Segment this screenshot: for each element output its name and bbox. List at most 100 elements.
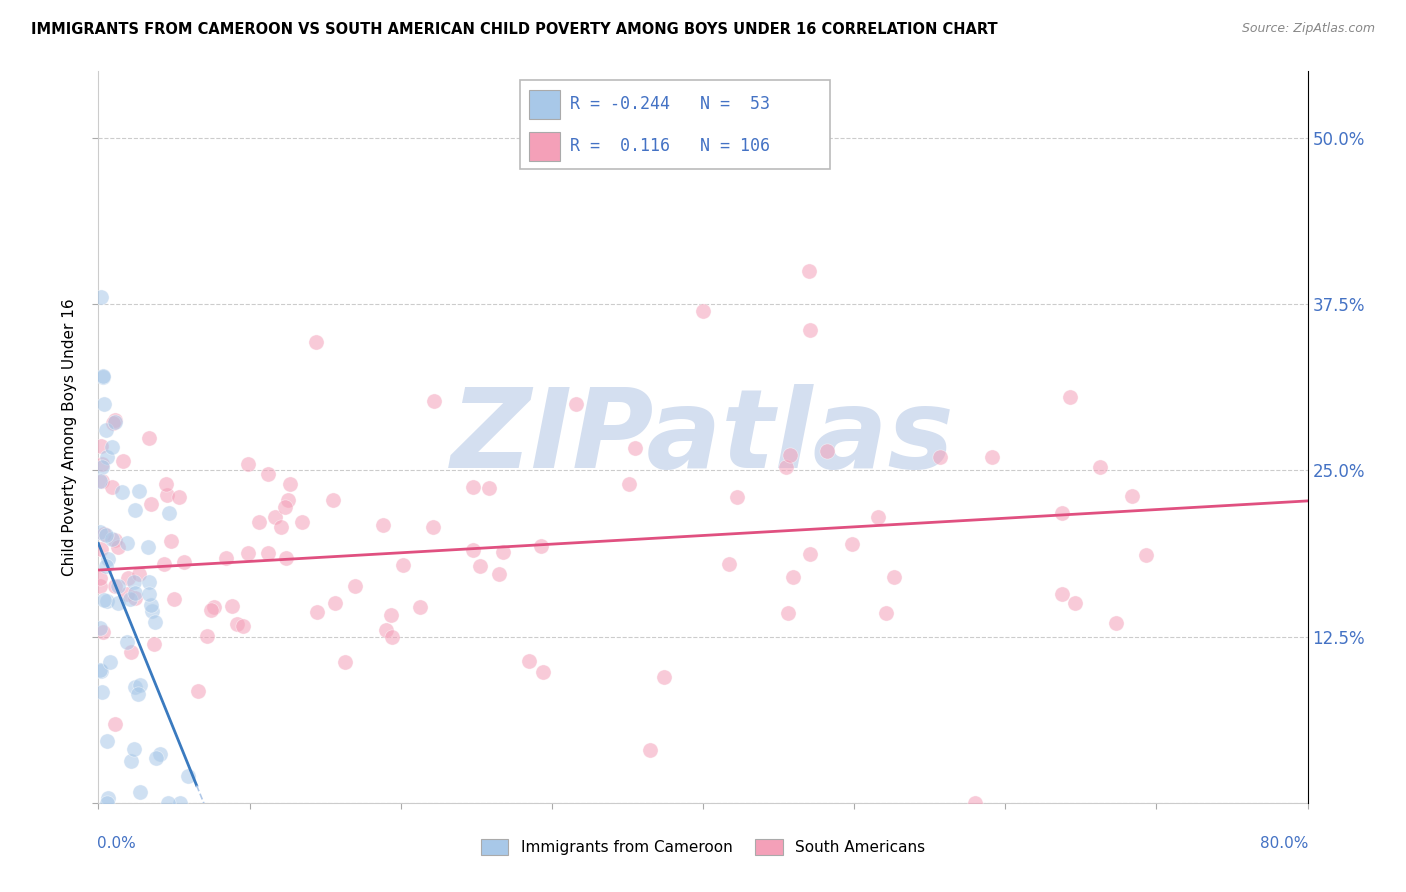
Point xyxy=(492,545,515,559)
Point xyxy=(461,542,484,557)
Point xyxy=(274,551,297,566)
Point xyxy=(531,665,554,680)
Point xyxy=(90,664,112,678)
Point xyxy=(96,796,118,810)
Point xyxy=(107,540,129,554)
Point xyxy=(117,571,139,585)
Point xyxy=(232,618,254,632)
Point xyxy=(517,655,540,669)
Point xyxy=(799,323,821,337)
Point xyxy=(138,431,160,445)
Point xyxy=(104,579,127,593)
Point xyxy=(96,594,118,608)
Point xyxy=(104,717,127,731)
Point xyxy=(91,370,114,384)
Point xyxy=(145,750,167,764)
Point xyxy=(274,500,297,515)
Point xyxy=(89,622,111,636)
Point xyxy=(124,586,146,600)
Point xyxy=(322,492,344,507)
Point xyxy=(94,528,117,542)
Point xyxy=(291,515,314,529)
Point xyxy=(815,443,838,458)
Point xyxy=(117,536,139,550)
Point xyxy=(111,485,134,500)
Point xyxy=(1063,597,1085,611)
Point xyxy=(139,598,162,612)
Point xyxy=(143,637,166,651)
Point xyxy=(478,481,501,495)
Point xyxy=(90,685,112,699)
Point xyxy=(782,570,804,584)
Legend: Immigrants from Cameroon, South Americans: Immigrants from Cameroon, South American… xyxy=(475,833,931,861)
Point xyxy=(96,734,118,748)
Point xyxy=(928,450,950,464)
FancyBboxPatch shape xyxy=(530,90,561,119)
Point xyxy=(104,412,127,426)
Point xyxy=(305,605,328,619)
Point xyxy=(623,441,645,455)
Point xyxy=(305,335,328,350)
Point xyxy=(97,552,120,566)
Point xyxy=(277,492,299,507)
Point xyxy=(96,450,118,464)
Point xyxy=(380,607,402,622)
Point xyxy=(1050,586,1073,600)
Point xyxy=(723,131,745,145)
Point xyxy=(423,393,446,408)
Point xyxy=(91,625,114,640)
Point xyxy=(333,655,356,669)
Point xyxy=(841,537,863,551)
Text: 0.0%: 0.0% xyxy=(97,836,136,851)
Point xyxy=(564,397,586,411)
Point xyxy=(256,467,278,482)
Point xyxy=(104,415,127,429)
Point xyxy=(138,575,160,590)
Point xyxy=(1088,460,1111,475)
Point xyxy=(136,540,159,554)
Point xyxy=(981,450,1004,464)
Point xyxy=(101,532,124,546)
Point xyxy=(107,596,129,610)
Point xyxy=(779,449,801,463)
Point xyxy=(249,515,271,529)
Point xyxy=(1105,616,1128,631)
Point xyxy=(409,600,432,615)
Point xyxy=(530,539,553,553)
Point xyxy=(89,474,111,488)
Point xyxy=(93,593,115,607)
Point xyxy=(124,680,146,694)
Point xyxy=(94,559,117,574)
Point xyxy=(797,264,820,278)
Point xyxy=(112,454,135,468)
Point xyxy=(159,533,181,548)
Point xyxy=(141,497,163,511)
Point xyxy=(122,575,145,590)
Point xyxy=(89,579,111,593)
Point xyxy=(156,488,179,502)
Point xyxy=(120,645,142,659)
Point xyxy=(176,768,198,782)
Point xyxy=(90,439,112,453)
Point xyxy=(128,785,150,799)
Point xyxy=(257,546,280,560)
Point xyxy=(93,397,115,411)
Point xyxy=(236,457,259,471)
FancyBboxPatch shape xyxy=(530,132,561,161)
Point xyxy=(371,518,394,533)
Point xyxy=(463,480,485,494)
Point xyxy=(187,684,209,698)
Point xyxy=(776,606,799,620)
Text: ZIPatlas: ZIPatlas xyxy=(451,384,955,491)
Point xyxy=(1135,548,1157,562)
Point xyxy=(654,670,676,684)
Point xyxy=(422,520,444,534)
Point xyxy=(343,579,366,593)
Text: R =  0.116   N = 106: R = 0.116 N = 106 xyxy=(569,137,769,155)
Point xyxy=(1121,489,1143,503)
Point xyxy=(195,629,218,643)
Point xyxy=(138,587,160,601)
Point xyxy=(391,558,413,573)
Point xyxy=(692,303,714,318)
Text: IMMIGRANTS FROM CAMEROON VS SOUTH AMERICAN CHILD POVERTY AMONG BOYS UNDER 16 COR: IMMIGRANTS FROM CAMEROON VS SOUTH AMERIC… xyxy=(31,22,998,37)
